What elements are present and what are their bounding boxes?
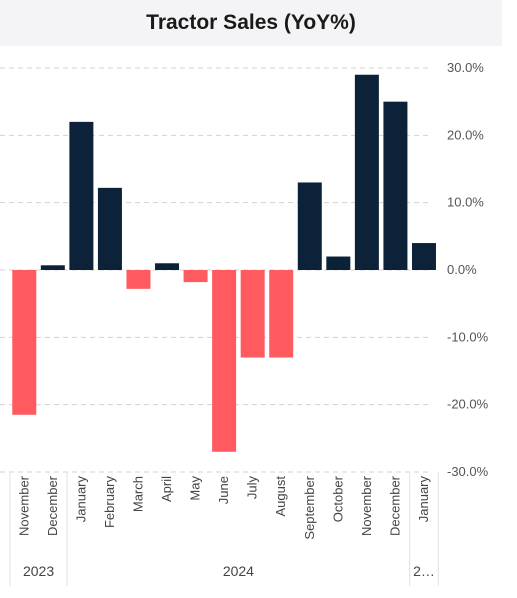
x-tick-label: June: [216, 476, 231, 504]
x-tick-label: December: [45, 475, 60, 536]
y-tick-label: 10.0%: [447, 195, 484, 210]
bar: [97, 187, 122, 270]
x-tick-label: November: [359, 475, 374, 536]
bar: [69, 121, 94, 270]
x-tick-label: November: [16, 475, 31, 536]
bar: [183, 270, 208, 283]
y-tick-label: -30.0%: [447, 464, 489, 479]
x-tick-label: May: [188, 476, 203, 501]
x-tick-label: March: [130, 476, 145, 512]
x-tick-label: October: [330, 475, 345, 522]
bar: [383, 101, 408, 270]
chart-header: Tractor Sales (YoY%): [0, 0, 502, 46]
bar: [12, 270, 37, 415]
y-tick-label: -10.0%: [447, 329, 489, 344]
year-label: 2024: [223, 563, 254, 579]
year-label: 2023: [23, 563, 54, 579]
x-tick-label: January: [416, 476, 431, 523]
bar: [240, 270, 265, 358]
x-tick-label: April: [159, 476, 174, 502]
bar: [269, 270, 294, 358]
bar: [354, 74, 379, 270]
x-tick-label: July: [245, 476, 260, 500]
bar: [411, 243, 436, 270]
bar: [40, 265, 65, 270]
bar: [297, 182, 322, 270]
y-tick-label: 0.0%: [447, 262, 477, 277]
x-tick-label: January: [73, 476, 88, 523]
bar-chart: 30.0% 20.0% 10.0% 0.0% -10.0% -20.0% -30.0% Nov…: [0, 60, 489, 586]
bar: [126, 270, 151, 289]
y-tick-label: 20.0%: [447, 127, 484, 142]
bar: [212, 270, 237, 452]
x-tick-label: September: [302, 475, 317, 539]
y-tick-label: -20.0%: [447, 397, 489, 412]
x-tick-label: August: [273, 476, 288, 517]
bar: [155, 263, 180, 270]
year-label: 2…: [413, 563, 435, 579]
x-tick-label: December: [387, 475, 402, 536]
x-tick-label: February: [102, 476, 117, 529]
y-tick-label: 30.0%: [447, 60, 484, 75]
bar: [326, 256, 351, 270]
chart-title: Tractor Sales (YoY%): [146, 11, 356, 34]
